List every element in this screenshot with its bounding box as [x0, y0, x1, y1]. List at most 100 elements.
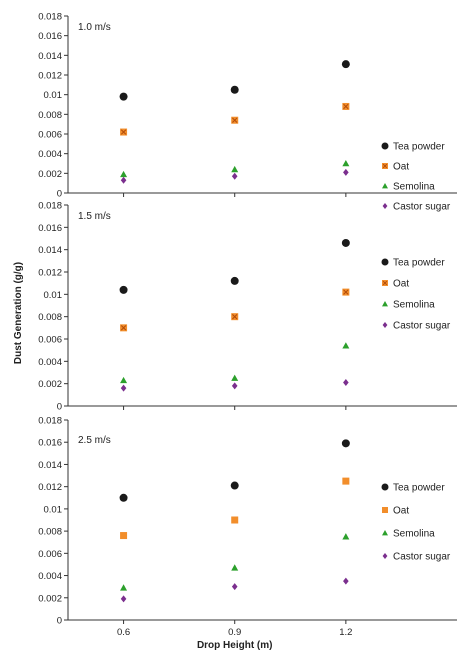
y-tick-label: 0.018	[38, 201, 62, 212]
panel-3: 0 0.002 0.004 0.006 0.008 0.01 0.012 0.014 0.016…	[38, 416, 457, 651]
data-point-semolina	[342, 342, 350, 349]
data-point-castor-sugar	[120, 176, 127, 184]
data-point-oat	[231, 313, 239, 321]
y-tick-label: 0	[57, 189, 62, 200]
y-tick-label: 0.012	[38, 268, 62, 279]
data-point-oat	[120, 532, 128, 540]
y-tick-label: 0.004	[38, 571, 62, 582]
data-point-oat-cross	[120, 325, 127, 331]
y-tick-label: 0.006	[38, 335, 62, 346]
y-tick-label: 0.002	[38, 379, 62, 390]
data-point-oat-cross	[232, 117, 238, 123]
legend-marker-tea-powder	[381, 142, 389, 150]
legend-label-tea-powder: Tea powder	[393, 258, 445, 269]
data-point-oat-cross	[232, 314, 238, 320]
panel-speed-label: 1.0 m/s	[78, 22, 111, 33]
panel-speed-label: 1.5 m/s	[78, 211, 111, 222]
y-tick-label: 0	[57, 402, 62, 413]
legend-marker-tea-powder	[381, 258, 389, 266]
legend-marker-castor-sugar	[382, 203, 388, 209]
data-point-castor-sugar	[343, 379, 349, 387]
legend-label-tea-powder: Tea powder	[393, 483, 445, 494]
data-point-tea-powder	[230, 481, 239, 490]
data-point-oat	[120, 324, 128, 332]
y-tick-label: 0.014	[38, 51, 62, 62]
data-point-oat	[342, 102, 350, 110]
data-point-castor-sugar	[231, 172, 238, 180]
data-point-castor-sugar	[343, 168, 349, 176]
x-tick-label: 1.2	[339, 627, 352, 638]
y-tick-label: 0.01	[44, 90, 63, 101]
y-tick-label: 0.018	[38, 12, 62, 23]
y-tick-label: 0.016	[38, 438, 62, 449]
data-point-oat-box	[342, 477, 350, 485]
legend-marker-tea-powder	[381, 483, 389, 491]
legend-marker-oat	[382, 280, 388, 286]
panel-speed-label: 2.5 m/s	[78, 435, 111, 446]
y-tick-label: 0.01	[44, 504, 63, 515]
y-tick-label: 0.008	[38, 312, 62, 323]
data-point-oat	[231, 516, 239, 524]
y-axis-title: Dust Generation (g/g)	[13, 262, 24, 364]
x-tick-label: 0.9	[228, 627, 241, 638]
data-point-oat-box	[231, 516, 239, 524]
legend-marker-castor-sugar	[382, 553, 388, 559]
data-point-castor-sugar	[120, 595, 127, 603]
y-tick-label: 0	[57, 616, 62, 627]
data-point-tea-powder	[230, 276, 239, 285]
legend-label-oat: Oat	[393, 279, 409, 290]
data-point-tea-powder	[119, 493, 128, 502]
data-point-semolina	[342, 533, 350, 540]
y-tick-label: 0.006	[38, 130, 62, 141]
legend-label-semolina: Semolina	[393, 529, 435, 540]
y-tick-label: 0.002	[38, 169, 62, 180]
data-point-oat-cross	[343, 289, 349, 295]
data-point-castor-sugar	[231, 583, 238, 591]
legend-marker-oat-cross	[382, 163, 388, 169]
y-tick-label: 0.014	[38, 245, 62, 256]
legend-label-castor-sugar: Castor sugar	[393, 202, 451, 213]
data-point-semolina	[231, 374, 239, 381]
data-point-semolina	[120, 376, 128, 384]
legend-marker-oat	[382, 163, 388, 169]
legend-label-castor-sugar: Castor sugar	[393, 321, 451, 332]
data-point-semolina	[342, 160, 350, 167]
y-tick-label: 0.004	[38, 149, 62, 160]
y-tick-label: 0.012	[38, 482, 62, 493]
data-point-oat-cross	[343, 103, 349, 110]
y-tick-label: 0.016	[38, 31, 62, 42]
data-point-tea-powder	[119, 285, 128, 294]
legend-label-castor-sugar: Castor sugar	[393, 552, 451, 563]
legend-marker-castor-sugar	[382, 322, 388, 328]
legend-marker-oat-cross	[382, 280, 388, 286]
y-tick-label: 0.012	[38, 71, 62, 82]
data-point-oat-cross	[120, 129, 127, 135]
data-point-castor-sugar	[343, 577, 349, 585]
legend-label-oat: Oat	[393, 162, 409, 173]
panel-2: 0 0.002 0.004 0.006 0.008 0.01 0.012 0.014 0.016…	[38, 201, 457, 413]
data-point-semolina	[120, 170, 128, 178]
data-point-semolina	[231, 564, 239, 571]
legend-label-semolina: Semolina	[393, 182, 435, 193]
legend-marker-semolina	[382, 301, 388, 307]
data-point-tea-powder	[341, 439, 350, 448]
data-point-tea-powder	[341, 60, 350, 69]
legend-label-tea-powder: Tea powder	[393, 142, 445, 153]
y-tick-label: 0.014	[38, 460, 62, 471]
x-axis-title: Drop Height (m)	[197, 640, 273, 651]
data-point-tea-powder	[119, 92, 128, 101]
legend-marker-oat-box	[382, 507, 388, 513]
data-point-oat	[342, 288, 350, 296]
data-point-oat-box	[120, 532, 128, 540]
data-point-semolina	[231, 165, 239, 173]
data-point-oat	[231, 116, 239, 124]
legend-marker-semolina	[382, 530, 388, 536]
legend-marker-semolina	[382, 183, 388, 189]
data-point-oat	[342, 477, 350, 485]
data-point-castor-sugar	[120, 384, 127, 392]
y-tick-label: 0.002	[38, 593, 62, 604]
y-tick-label: 0.008	[38, 110, 62, 121]
panel-1: 0 0.002 0.004 0.006 0.008 0.01 0.012 0.014 0.016…	[38, 12, 457, 213]
y-tick-label: 0.018	[38, 416, 62, 427]
